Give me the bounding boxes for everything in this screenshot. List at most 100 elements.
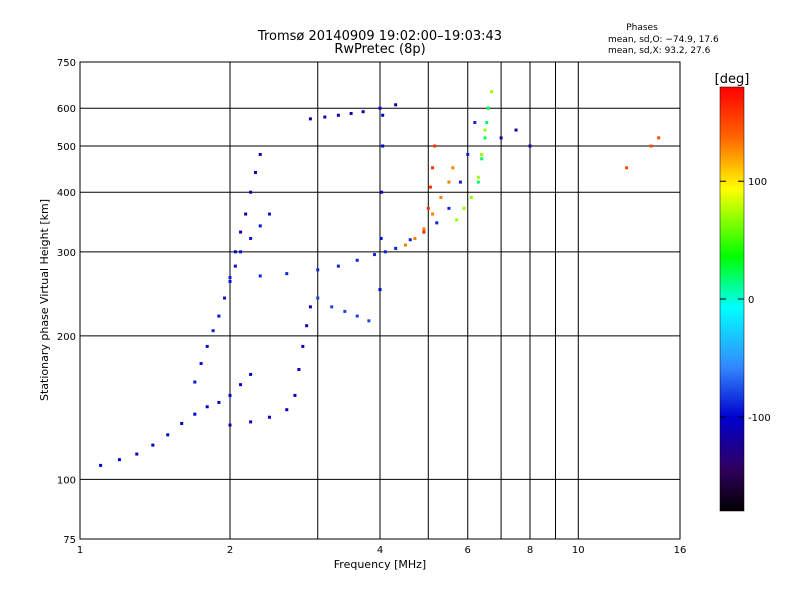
data-point bbox=[422, 230, 426, 234]
data-point bbox=[447, 180, 451, 184]
x-tick-label: 10 bbox=[572, 545, 585, 556]
colorbar-tick-label: 100 bbox=[748, 177, 767, 188]
data-point bbox=[426, 206, 430, 210]
data-point bbox=[217, 314, 221, 318]
data-point bbox=[381, 144, 385, 148]
data-point bbox=[499, 136, 503, 140]
data-point bbox=[480, 152, 484, 156]
data-point bbox=[308, 117, 312, 121]
data-point bbox=[330, 305, 334, 309]
y-tick-label: 400 bbox=[57, 188, 76, 199]
data-point bbox=[193, 380, 197, 384]
data-point bbox=[373, 253, 377, 257]
data-point bbox=[297, 367, 301, 371]
data-point bbox=[151, 443, 155, 447]
data-point bbox=[422, 227, 426, 231]
y-tick-label: 75 bbox=[63, 535, 76, 546]
colorbar-tick-label: 0 bbox=[748, 295, 754, 306]
data-point bbox=[253, 170, 257, 174]
y-tick-label: 100 bbox=[57, 475, 76, 486]
data-point bbox=[239, 230, 243, 234]
y-tick-label: 200 bbox=[57, 332, 76, 343]
info-line-o: mean, sd,O: −74.9, 17.6 bbox=[608, 35, 719, 45]
colorbar-tick-label: -100 bbox=[748, 413, 771, 424]
data-point bbox=[267, 415, 271, 419]
data-point bbox=[403, 243, 407, 247]
data-point bbox=[293, 393, 297, 397]
data-point bbox=[447, 206, 451, 210]
data-point bbox=[223, 296, 227, 300]
data-point bbox=[244, 212, 248, 216]
x-tick-label: 1 bbox=[77, 545, 83, 556]
data-point bbox=[239, 383, 243, 387]
data-point bbox=[378, 288, 382, 292]
data-point bbox=[455, 218, 459, 222]
data-point bbox=[367, 319, 371, 323]
y-tick-label: 600 bbox=[57, 104, 76, 115]
data-point bbox=[267, 212, 271, 216]
data-point bbox=[239, 250, 243, 254]
x-tick-label: 2 bbox=[227, 545, 233, 556]
data-point bbox=[249, 420, 253, 424]
data-point bbox=[476, 175, 480, 179]
data-point bbox=[336, 113, 340, 117]
data-point bbox=[625, 166, 629, 170]
data-point bbox=[323, 115, 327, 119]
data-point bbox=[458, 180, 462, 184]
y-tick-label: 300 bbox=[57, 248, 76, 259]
data-point bbox=[166, 433, 170, 437]
data-point bbox=[199, 361, 203, 365]
data-point bbox=[135, 452, 139, 456]
data-point bbox=[439, 195, 443, 199]
data-point bbox=[228, 276, 232, 280]
data-point bbox=[349, 111, 353, 115]
data-point bbox=[394, 103, 398, 107]
data-point bbox=[285, 272, 289, 276]
data-point bbox=[193, 412, 197, 416]
x-tick-label: 8 bbox=[527, 545, 533, 556]
data-point bbox=[249, 236, 253, 240]
data-point bbox=[336, 264, 340, 268]
data-point bbox=[217, 400, 221, 404]
data-point bbox=[258, 152, 262, 156]
data-point bbox=[476, 180, 480, 184]
colorbar-label: [deg] bbox=[715, 72, 750, 87]
data-point bbox=[285, 408, 289, 412]
plot-area: 1 2 4 6 8 10 16 75 100 200 300 400 500 600 750 bbox=[57, 58, 686, 556]
data-point bbox=[451, 166, 455, 170]
y-tick-label: 750 bbox=[57, 58, 76, 69]
chart-title: Tromsø 20140909 19:02:00–19:03:43 bbox=[257, 29, 502, 44]
data-point bbox=[462, 206, 466, 210]
data-point bbox=[249, 372, 253, 376]
data-point bbox=[469, 195, 473, 199]
data-point bbox=[355, 258, 359, 262]
data-point bbox=[483, 136, 487, 140]
data-point bbox=[485, 121, 489, 125]
data-point bbox=[466, 152, 470, 156]
axis-ticks: 1 2 4 6 8 10 16 75 100 200 300 400 500 600 750 bbox=[57, 58, 686, 556]
info-heading: Phases bbox=[626, 23, 658, 33]
data-point bbox=[305, 324, 309, 328]
scatter-points bbox=[99, 90, 661, 467]
data-point bbox=[228, 279, 232, 283]
data-point bbox=[258, 274, 262, 278]
data-point bbox=[379, 236, 383, 240]
data-point bbox=[431, 166, 435, 170]
data-point bbox=[301, 344, 305, 348]
data-point bbox=[413, 236, 417, 240]
data-point bbox=[431, 212, 435, 216]
data-point bbox=[308, 305, 312, 309]
data-point bbox=[490, 90, 494, 94]
data-point bbox=[249, 190, 253, 194]
data-point bbox=[99, 463, 103, 467]
data-point bbox=[117, 458, 121, 462]
data-point bbox=[205, 405, 209, 409]
x-tick-label: 4 bbox=[377, 545, 383, 556]
data-point bbox=[435, 221, 439, 225]
data-point bbox=[528, 144, 532, 148]
data-point bbox=[258, 224, 262, 228]
data-point bbox=[380, 190, 384, 194]
data-point bbox=[473, 121, 477, 125]
data-point bbox=[316, 296, 320, 300]
data-point bbox=[433, 144, 437, 148]
